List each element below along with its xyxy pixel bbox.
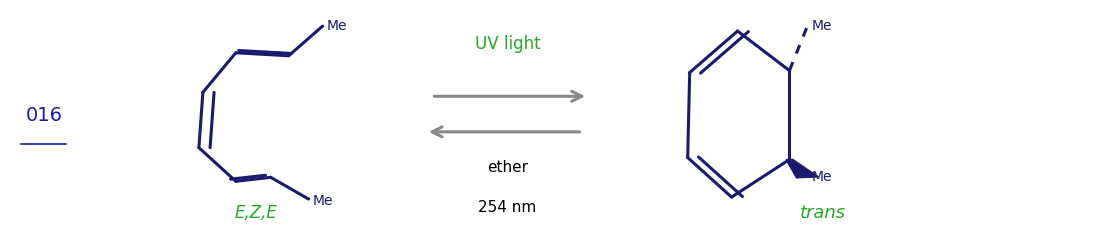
Text: Me: Me (812, 170, 832, 184)
Text: trans: trans (800, 204, 846, 222)
Text: ether: ether (487, 160, 528, 175)
Text: 016: 016 (26, 106, 63, 125)
Text: UV light: UV light (475, 35, 540, 53)
Text: Me: Me (812, 19, 832, 33)
Text: Me: Me (327, 19, 347, 33)
Text: E,Z,E: E,Z,E (235, 204, 278, 222)
Text: Me: Me (314, 194, 334, 209)
Text: 254 nm: 254 nm (478, 200, 536, 215)
Polygon shape (786, 159, 819, 178)
